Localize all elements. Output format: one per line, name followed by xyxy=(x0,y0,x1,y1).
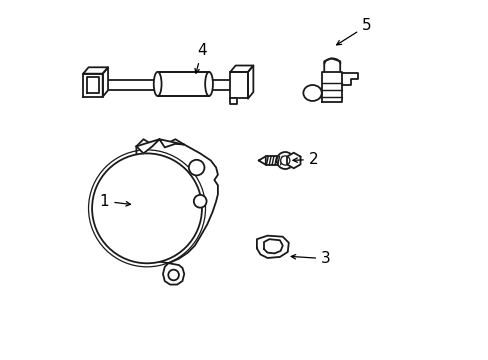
Polygon shape xyxy=(247,66,253,99)
Polygon shape xyxy=(286,153,300,168)
Polygon shape xyxy=(136,139,159,153)
Text: 1: 1 xyxy=(100,194,130,209)
Polygon shape xyxy=(264,239,282,253)
Polygon shape xyxy=(129,139,218,284)
Polygon shape xyxy=(230,72,247,99)
Circle shape xyxy=(188,160,204,175)
Text: 3: 3 xyxy=(291,251,330,266)
Polygon shape xyxy=(230,99,237,104)
Polygon shape xyxy=(256,236,288,258)
Polygon shape xyxy=(341,73,357,85)
Polygon shape xyxy=(83,74,102,97)
Polygon shape xyxy=(102,67,108,97)
Ellipse shape xyxy=(153,72,161,96)
Ellipse shape xyxy=(303,85,321,101)
Circle shape xyxy=(168,270,179,280)
Circle shape xyxy=(193,195,206,208)
Ellipse shape xyxy=(205,72,212,96)
Polygon shape xyxy=(230,66,253,72)
Text: 4: 4 xyxy=(195,43,206,73)
Circle shape xyxy=(92,153,202,263)
Circle shape xyxy=(280,156,289,165)
Polygon shape xyxy=(322,72,341,102)
Polygon shape xyxy=(258,156,265,165)
Text: 2: 2 xyxy=(292,152,318,167)
Circle shape xyxy=(276,152,293,169)
Polygon shape xyxy=(157,72,209,96)
Text: 5: 5 xyxy=(336,18,371,45)
Polygon shape xyxy=(324,58,340,72)
Polygon shape xyxy=(86,77,99,93)
Polygon shape xyxy=(83,67,108,74)
Polygon shape xyxy=(159,139,184,147)
